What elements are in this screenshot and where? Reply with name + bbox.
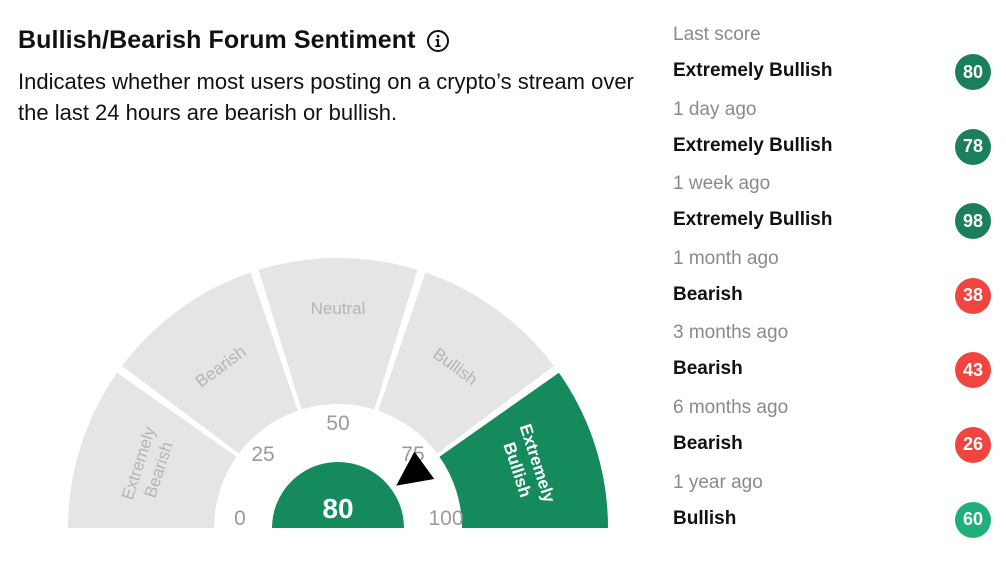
history-sentiment: Bearish <box>673 283 743 305</box>
page-subtitle: Indicates whether most users posting on … <box>18 69 634 125</box>
score-badge: 80 <box>955 54 991 90</box>
gauge-segment <box>439 372 608 528</box>
history-period-label: 1 week ago <box>673 173 771 195</box>
score-badge: 26 <box>955 426 991 463</box>
score-badge: 78 <box>955 128 991 165</box>
score-history-list: Last score Extremely Bullish 80 1 day ago Ex… <box>673 24 993 546</box>
history-sentiment: Extremely Bullish <box>673 134 833 156</box>
score-badge: 38 <box>955 277 991 314</box>
header: Bullish/Bearish Forum Sentiment <box>18 26 450 55</box>
history-period-label: 3 months ago <box>673 322 789 344</box>
page-title: Bullish/Bearish Forum Sentiment <box>18 26 416 54</box>
gauge-tick-label: 100 <box>428 507 463 530</box>
gauge-segments <box>68 258 608 528</box>
history-row: 6 months ago Bearish 26 <box>673 397 993 472</box>
history-row: 1 month ago Bearish 38 <box>673 248 993 323</box>
history-row: 1 day ago Extremely Bullish 78 <box>673 99 993 174</box>
gauge-segment <box>68 372 237 528</box>
gauge-segment <box>378 272 554 454</box>
gauge-tick-label: 50 <box>326 412 349 435</box>
history-period-label: 1 month ago <box>673 247 779 269</box>
history-period-label: 1 day ago <box>673 98 757 120</box>
score-badge: 60 <box>955 501 991 538</box>
gauge-segment-label: Neutral <box>311 299 366 318</box>
history-row: 1 year ago Bullish 60 <box>673 472 993 547</box>
gauge-value-circle <box>272 462 404 528</box>
history-sentiment: Extremely Bullish <box>673 209 833 231</box>
history-sentiment: Bearish <box>673 358 743 380</box>
gauge-needle <box>396 451 435 486</box>
history-period-label: 6 months ago <box>673 396 789 418</box>
history-row: 3 months ago Bearish 43 <box>673 322 993 397</box>
info-icon[interactable] <box>426 29 450 53</box>
history-sentiment: Extremely Bullish <box>673 60 833 81</box>
gauge-tick-labels: 0255075100 <box>234 412 463 530</box>
history-row: Last score Extremely Bullish 80 <box>673 24 993 99</box>
gauge-value: 80 <box>322 493 353 524</box>
history-sentiment: Bullish <box>673 507 737 529</box>
score-badge: 98 <box>955 203 991 240</box>
history-sentiment: Bearish <box>673 432 743 454</box>
sentiment-gauge: ExtremelyBearishBearishNeutralBullishExt… <box>68 258 608 530</box>
history-row: 1 week ago Extremely Bullish 98 <box>673 173 993 248</box>
gauge-segment <box>122 272 298 454</box>
history-period-label: 1 year ago <box>673 471 763 493</box>
gauge-tick-label: 25 <box>251 443 274 466</box>
history-period-label: Last score <box>673 24 761 45</box>
score-badge: 43 <box>955 352 991 389</box>
gauge-segment <box>258 258 418 410</box>
gauge-tick-label: 0 <box>234 507 246 530</box>
